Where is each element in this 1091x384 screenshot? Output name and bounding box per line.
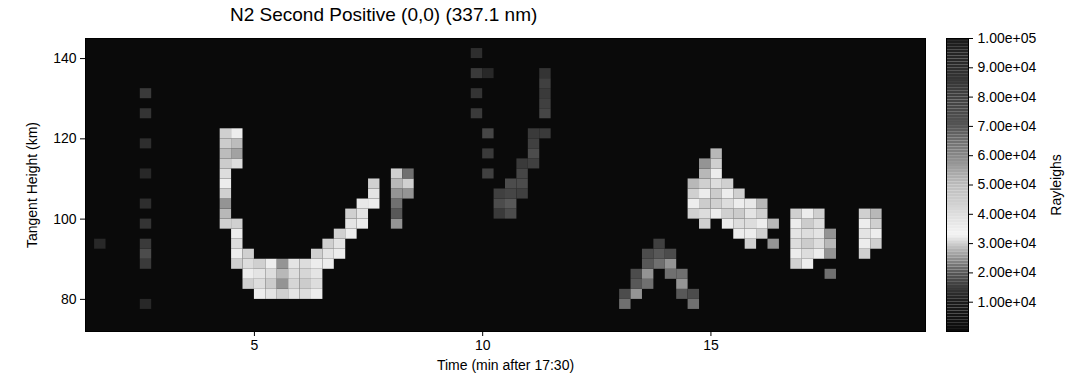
svg-text:80: 80	[61, 291, 77, 307]
svg-text:Tangent Height (km): Tangent Height (km)	[24, 122, 40, 248]
svg-text:140: 140	[53, 50, 77, 66]
svg-text:1.00e+05: 1.00e+05	[978, 30, 1037, 46]
svg-text:Rayleighs: Rayleighs	[1048, 154, 1064, 215]
svg-text:100: 100	[53, 211, 77, 227]
svg-text:9.00e+04: 9.00e+04	[978, 59, 1037, 75]
svg-text:1.00e+04: 1.00e+04	[978, 294, 1037, 310]
svg-text:3.00e+04: 3.00e+04	[978, 235, 1037, 251]
html-text:N2 Second Positive (0,0) (337.: N2 Second Positive (0,0) (337.1 nm)	[230, 4, 538, 25]
svg-text:10: 10	[475, 337, 491, 353]
svg-text:7.00e+04: 7.00e+04	[978, 118, 1037, 134]
svg-text:2.00e+04: 2.00e+04	[978, 264, 1037, 280]
svg-text:5.00e+04: 5.00e+04	[978, 176, 1037, 192]
svg-text:8.00e+04: 8.00e+04	[978, 89, 1037, 105]
svg-text:4.00e+04: 4.00e+04	[978, 206, 1037, 222]
svg-text:15: 15	[703, 337, 719, 353]
svg-text:120: 120	[53, 130, 77, 146]
svg-text:Time (min after 17:30): Time (min after 17:30)	[437, 357, 574, 373]
svg-text:6.00e+04: 6.00e+04	[978, 147, 1037, 163]
svg-text:5: 5	[251, 337, 259, 353]
